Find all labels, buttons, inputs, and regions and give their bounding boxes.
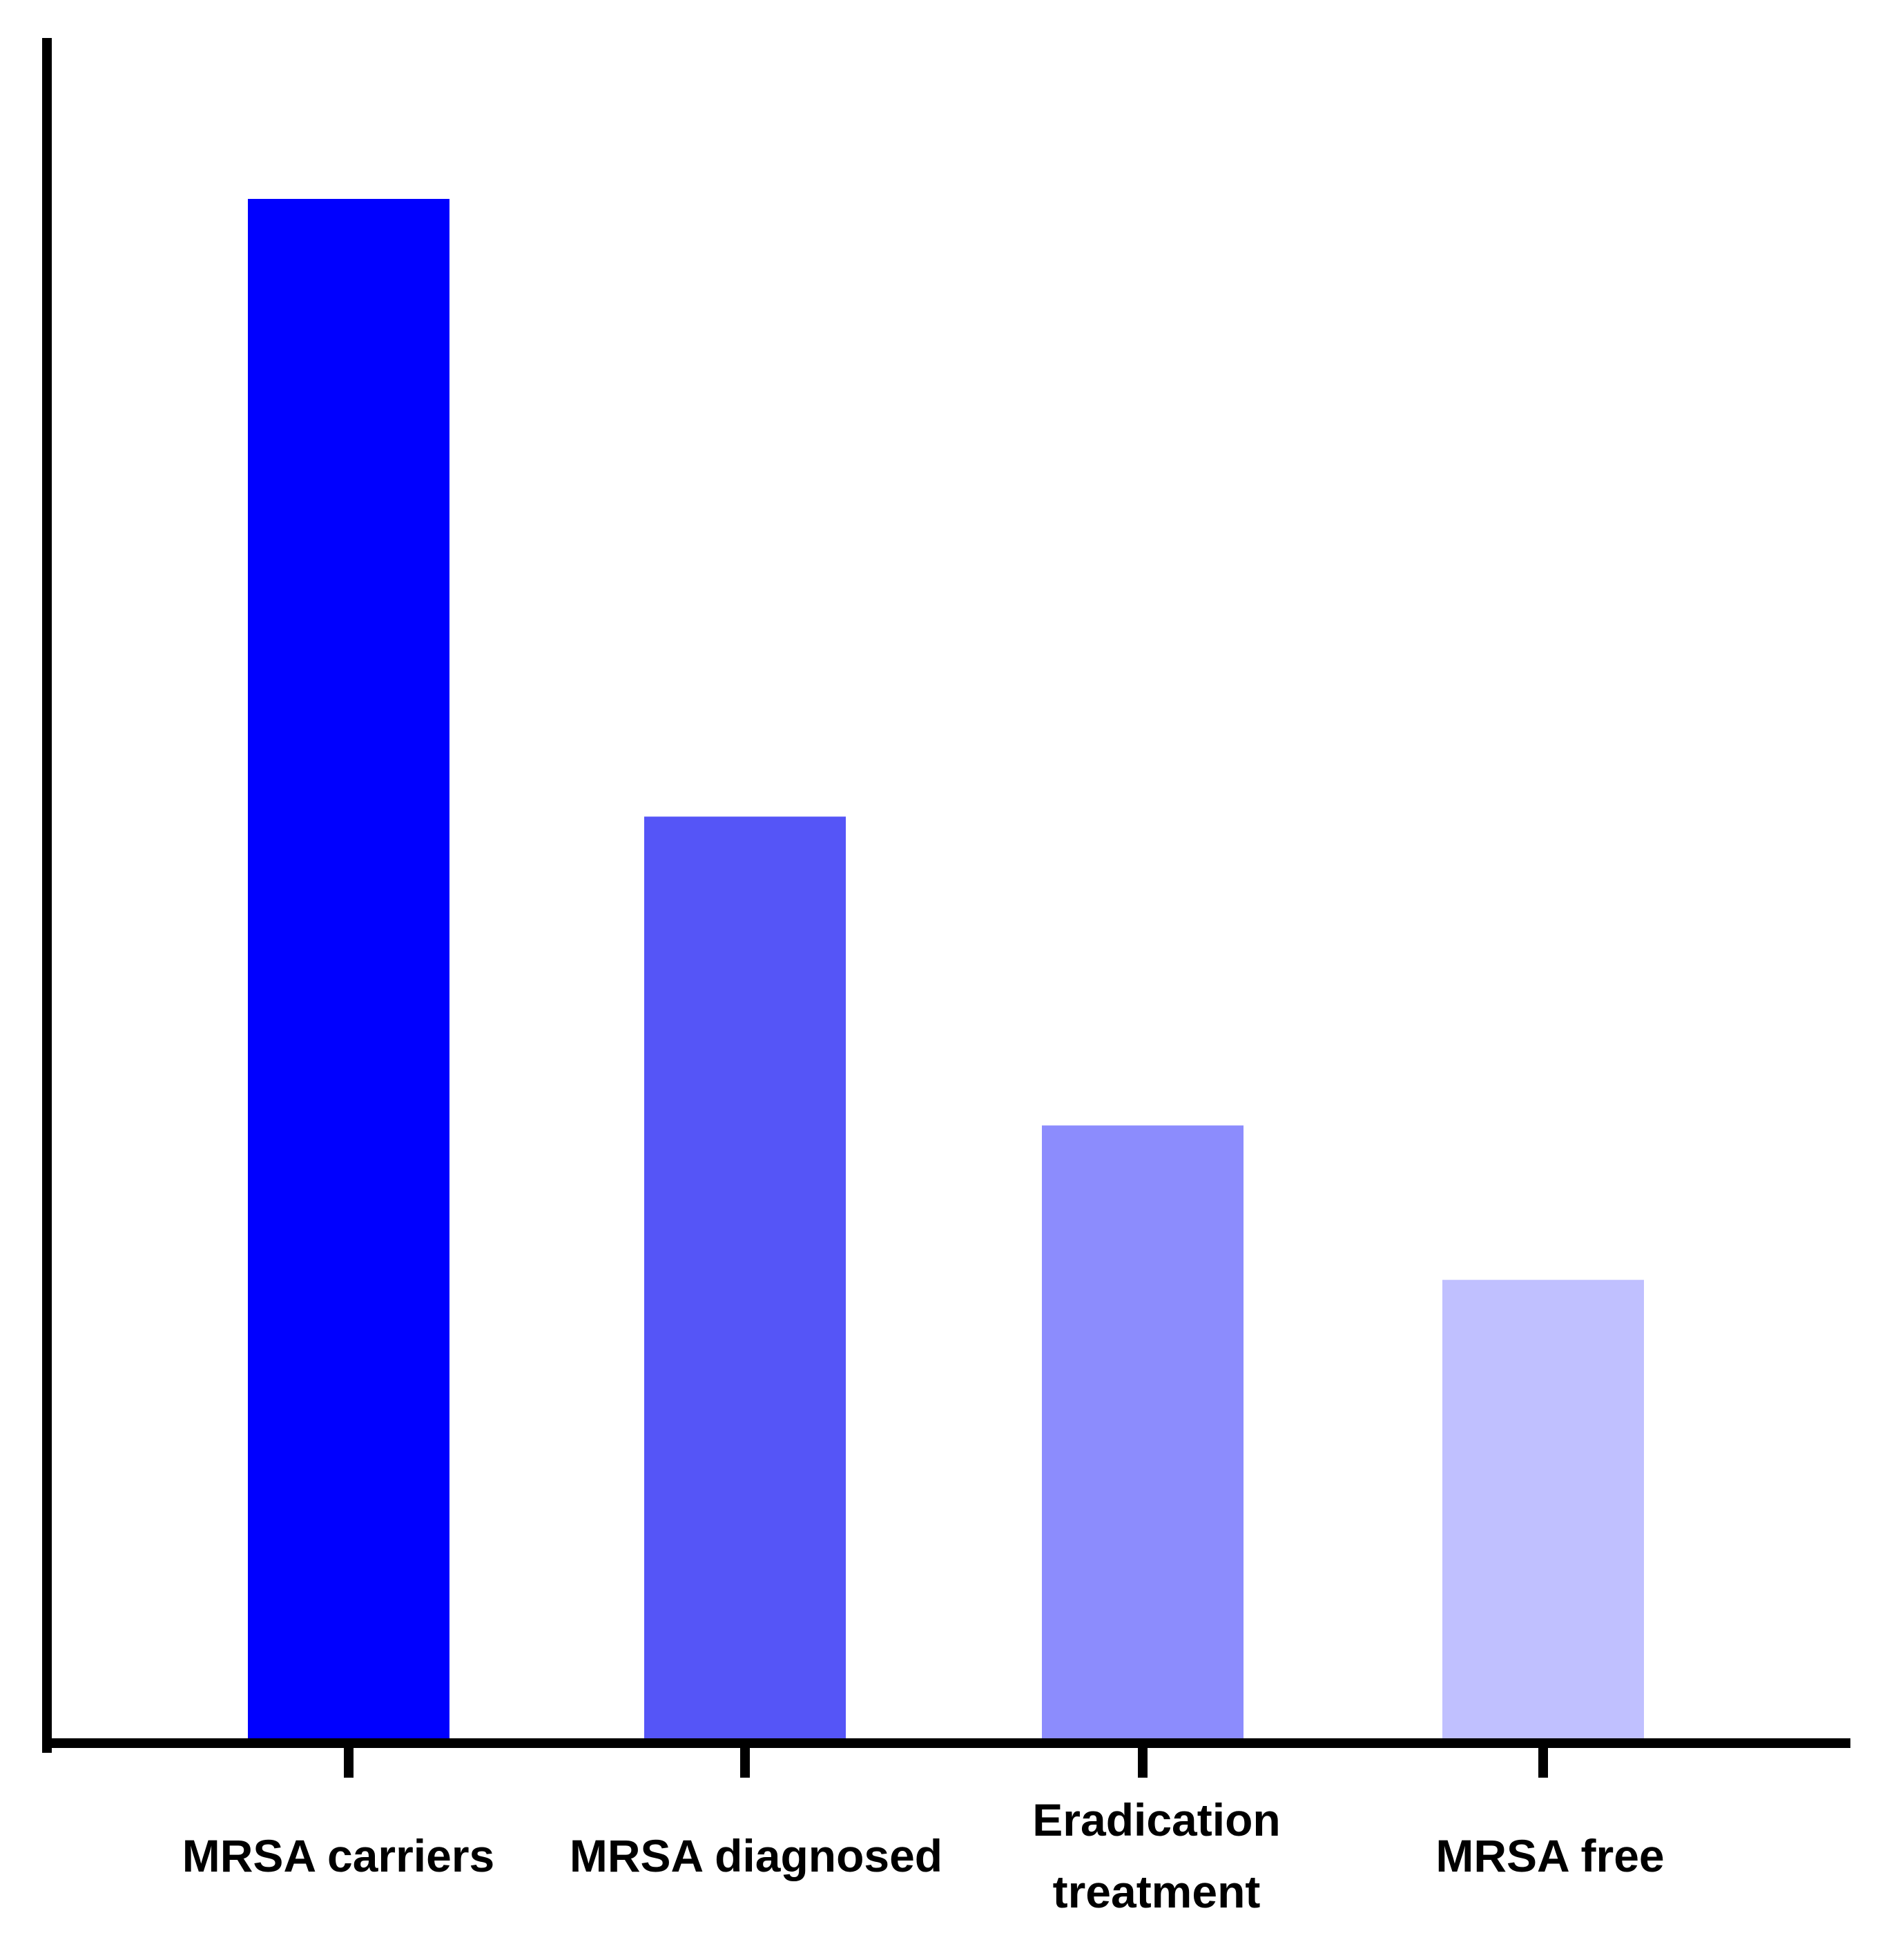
- x-tick-label-4: MRSA free: [1435, 1830, 1664, 1881]
- axes-layer: [42, 38, 1850, 1778]
- x-tick-label-line: Eradication: [1032, 1794, 1280, 1845]
- bar-3: [1042, 1125, 1244, 1743]
- x-tick-label-line: MRSA carriers: [182, 1830, 494, 1881]
- bars-layer: [248, 199, 1644, 1743]
- bar-4: [1442, 1280, 1644, 1743]
- x-tick-label-2: MRSA diagnosed: [570, 1830, 942, 1881]
- x-tick-label-line: MRSA free: [1435, 1830, 1664, 1881]
- x-tick-label-line: treatment: [1053, 1866, 1261, 1917]
- x-tick-label-3: Eradication treatment: [1032, 1794, 1280, 1917]
- labels-layer: MRSA carriers MRSA diagnosed Eradication tr…: [182, 1794, 1665, 1917]
- x-tick-label-line: MRSA diagnosed: [570, 1830, 942, 1881]
- bar-1: [248, 199, 449, 1743]
- bar-2: [644, 816, 846, 1743]
- x-tick-label-1: MRSA carriers: [182, 1830, 494, 1881]
